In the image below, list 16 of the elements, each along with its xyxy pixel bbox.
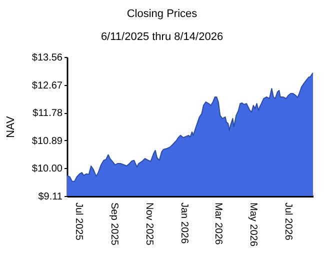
- y-tick-label: $13.56: [32, 52, 63, 64]
- y-tick-label: $9.11: [38, 192, 63, 202]
- y-tick-label: $10.00: [32, 164, 63, 175]
- y-tick-label: $12.67: [32, 80, 63, 92]
- x-tick-label: Jul 2025: [72, 202, 84, 241]
- chart-subtitle: 6/11/2025 thru 8/14/2026: [100, 31, 224, 43]
- x-tick-label: Sep 2025: [108, 202, 120, 246]
- x-tick-label: Mar 2026: [212, 202, 224, 246]
- y-tick-label: $11.78: [32, 108, 63, 120]
- y-axis-title: NAV: [4, 115, 17, 138]
- x-tick-label: Jan 2026: [178, 202, 190, 244]
- chart-title: Closing Prices: [126, 8, 198, 20]
- x-tick-label: May 2026: [247, 202, 258, 247]
- x-tick-label: Nov 2025: [144, 202, 154, 246]
- x-tick-label: Jul 2026: [282, 202, 294, 241]
- y-tick-label: $10.89: [32, 136, 63, 147]
